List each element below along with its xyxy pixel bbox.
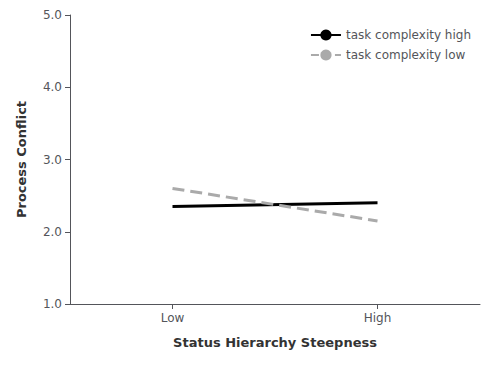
svg-text:Low: Low bbox=[161, 311, 185, 325]
svg-text:5.0: 5.0 bbox=[43, 8, 62, 22]
svg-text:Process Conflict: Process Conflict bbox=[14, 101, 29, 218]
svg-text:3.0: 3.0 bbox=[43, 153, 62, 167]
svg-text:4.0: 4.0 bbox=[43, 80, 62, 94]
svg-text:2.0: 2.0 bbox=[43, 225, 62, 239]
svg-text:1.0: 1.0 bbox=[43, 297, 62, 311]
svg-text:Status Hierarchy Steepness: Status Hierarchy Steepness bbox=[173, 335, 377, 350]
svg-text:task complexity high: task complexity high bbox=[346, 28, 471, 42]
svg-text:High: High bbox=[364, 311, 392, 325]
svg-text:task complexity low: task complexity low bbox=[346, 48, 466, 62]
